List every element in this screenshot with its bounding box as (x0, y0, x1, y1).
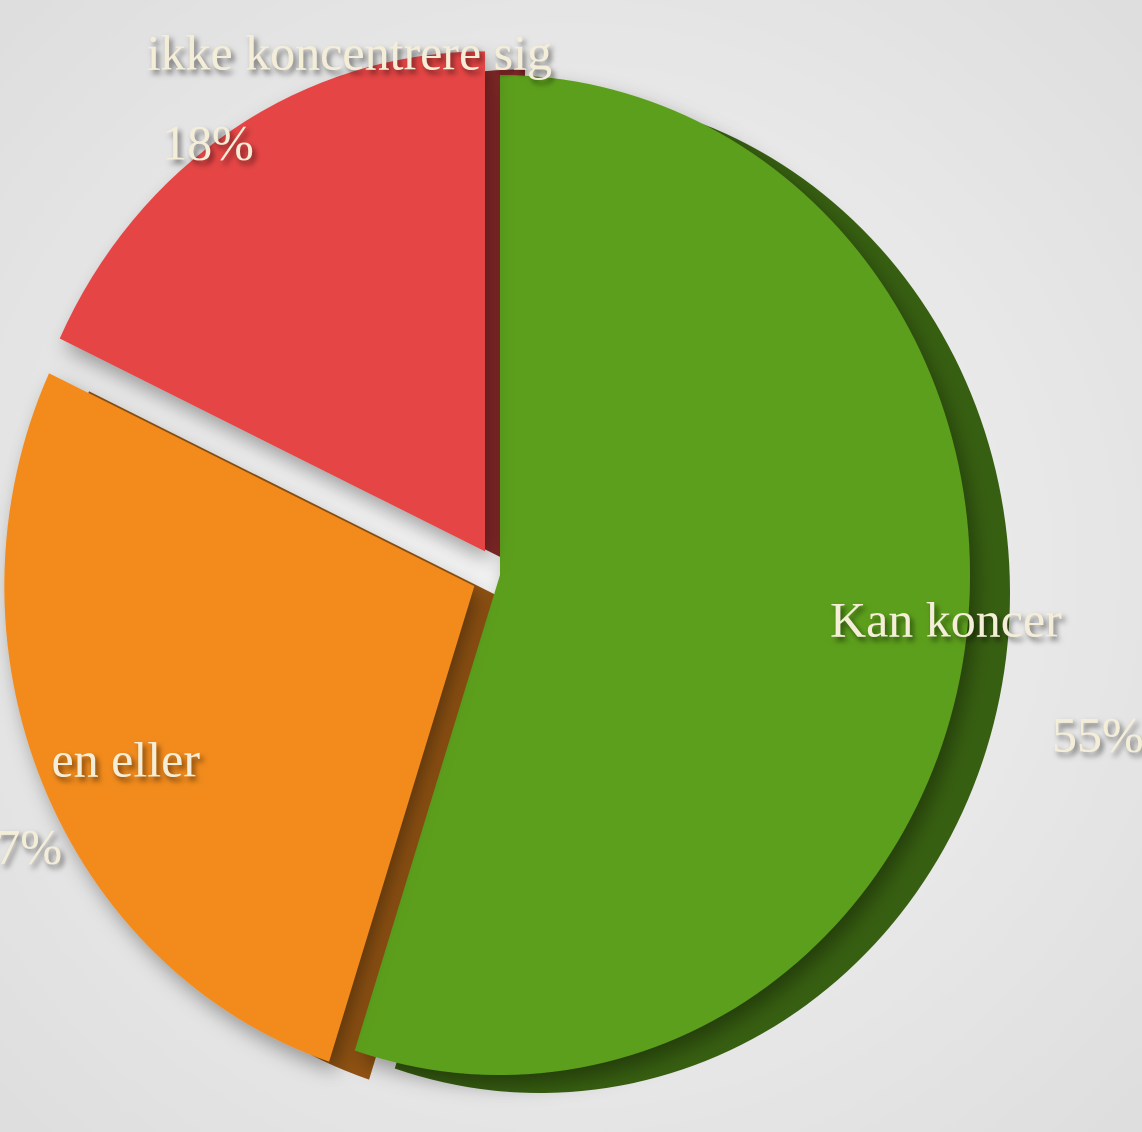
slice-label: en eller (51, 731, 200, 787)
slice (59, 51, 485, 552)
slice (354, 75, 970, 1075)
slice-value-label: 18% (162, 114, 254, 170)
slice-label: ikke koncentrere sig (147, 24, 552, 80)
slice-value-label: 27% (0, 818, 62, 874)
pie (4, 51, 1010, 1093)
labels: Kan koncer 55% en eller 27% ikke koncentrere… (0, 24, 1142, 874)
slice (4, 373, 475, 1062)
slice-label: Kan koncer (830, 591, 1062, 647)
slice-value-label: 55% (1052, 706, 1142, 762)
